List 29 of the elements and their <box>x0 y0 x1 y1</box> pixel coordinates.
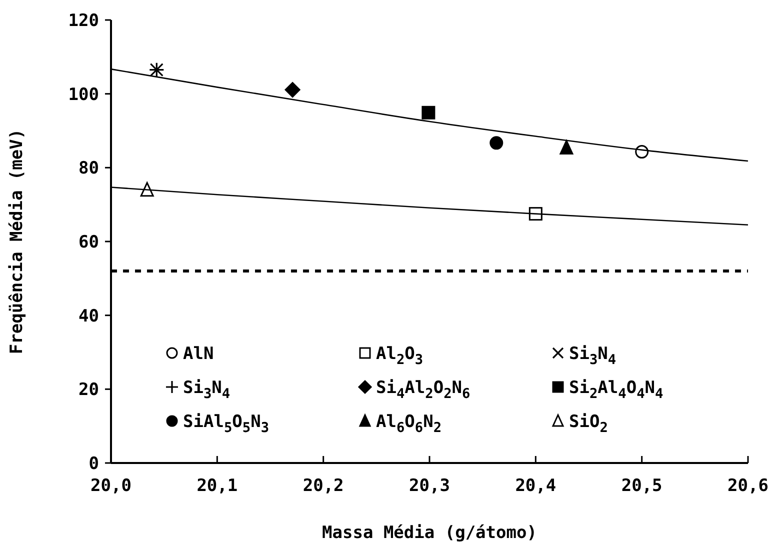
legend-label: Al$_{6}$O$_{6}$N$_{2}$ <box>376 412 442 436</box>
y-tick-label: 60 <box>78 232 99 252</box>
y-tick-label: 80 <box>78 158 99 179</box>
legend-label: Si$_{4}$Al$_{2}$O$_{2}$N$_{6}$ <box>376 378 470 402</box>
x-tick-label: 20,5 <box>621 476 662 496</box>
x-tick-label: 20,3 <box>409 476 450 496</box>
y-axis-title: Freqüência Média (meV) <box>7 128 27 354</box>
legend-label: SiO$_{2}$ <box>569 412 608 436</box>
x-tick-label: 20,2 <box>302 476 344 496</box>
x-axis-title: Massa Média (g/átomo) <box>322 523 537 543</box>
point <box>284 82 300 98</box>
y-tick-label: 120 <box>68 10 99 31</box>
point <box>490 136 504 150</box>
legend-label: Al$_{2}$O$_{3}$ <box>376 344 424 368</box>
y-tick-label: 20 <box>78 380 99 400</box>
y-tick-label: 0 <box>88 454 99 474</box>
y-tick-label: 100 <box>68 84 99 105</box>
x-tick-label: 20,1 <box>196 476 238 496</box>
x-tick-label: 20,6 <box>728 476 768 496</box>
legend-label: Si$_{3}$N$_{4}$ <box>569 344 616 368</box>
x-tick-label: 20,4 <box>515 476 556 496</box>
x-tick-label: 20,0 <box>90 476 132 496</box>
y-tick-label: 40 <box>78 306 99 326</box>
legend-label: Si$_{2}$Al$_{4}$O$_{4}$N$_{4}$ <box>569 378 664 402</box>
point <box>422 106 436 120</box>
legend-label: SiAl$_{5}$O$_{5}$N$_{3}$ <box>183 412 270 436</box>
point <box>560 140 574 154</box>
legend-label: Si$_{3}$N$_{4}$ <box>183 378 230 402</box>
legend-label: AlN <box>183 344 214 364</box>
